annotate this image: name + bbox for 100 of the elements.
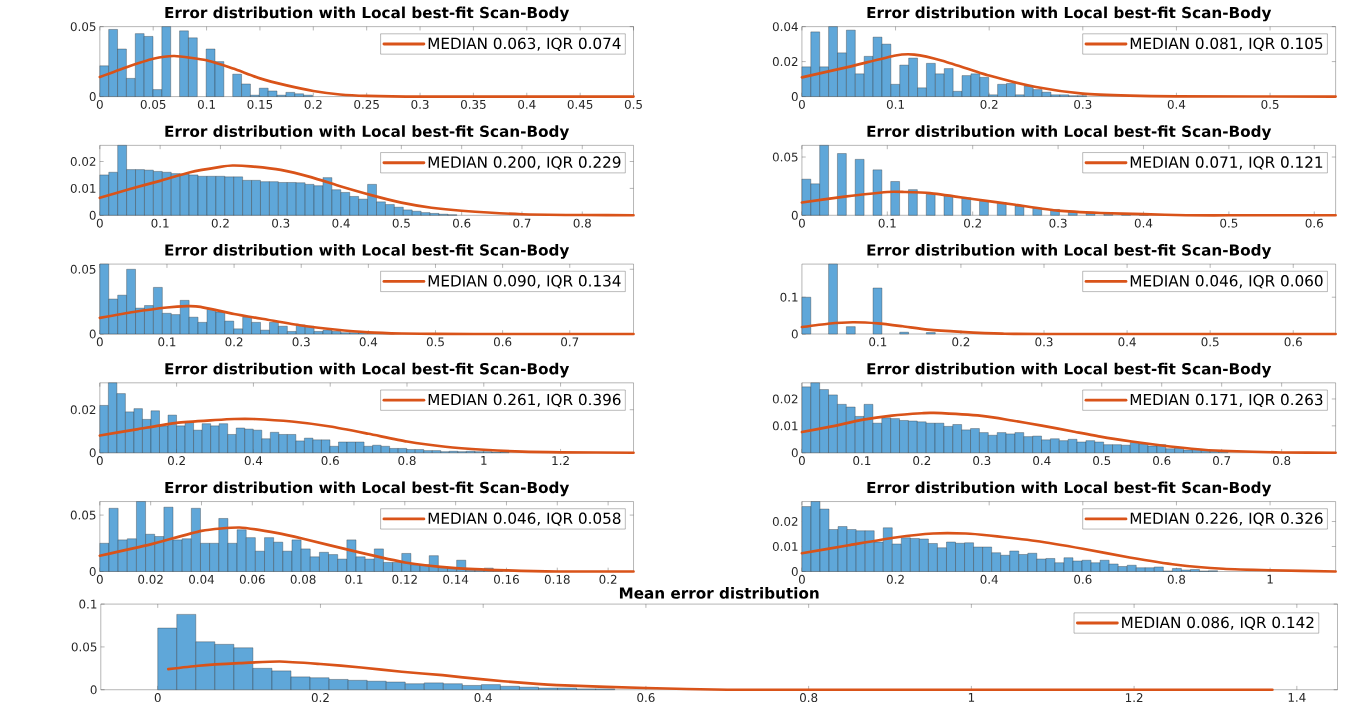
x-tick-label: 1.2 (1125, 693, 1143, 703)
legend-label: MEDIAN 0.261, IQR 0.396 (428, 393, 621, 408)
y-tick-label: 0.1 (780, 292, 798, 302)
x-tick-label: 0.2 (311, 693, 329, 703)
x-tick-label: 0.4 (359, 337, 378, 347)
x-tick-label: 0.6 (1305, 218, 1323, 228)
x-tick-label: 0.1 (345, 574, 363, 584)
y-tick-label: 0.05 (70, 510, 96, 520)
x-tick-label: 0.15 (247, 100, 273, 110)
y-tick-label: 0 (791, 567, 798, 577)
chart-title: Error distribution with Local best-fit Scan-Body (165, 6, 570, 22)
y-tick-label: 0.02 (70, 157, 96, 167)
x-tick-label: 1.4 (1288, 693, 1306, 702)
x-tick-label: 0.25 (354, 100, 379, 110)
x-tick-label: 0.3 (292, 337, 310, 347)
x-tick-label: 0.2 (304, 100, 322, 110)
legend-label: MEDIAN 0.081, IQR 0.105 (1130, 37, 1323, 52)
x-tick-label: 0.4 (1134, 218, 1153, 228)
x-tick-label: 0.5 (1201, 337, 1219, 347)
y-tick-label: 0 (89, 210, 96, 220)
y-tick-label: 0 (90, 685, 97, 695)
chart-title: Error distribution with Local best-fit Scan-Body (165, 244, 570, 259)
x-tick-label: 0.6 (453, 218, 471, 228)
x-tick-label: 0.8 (1167, 575, 1186, 584)
chart-title: Error distribution with Local best-fit Scan-Body (165, 481, 570, 497)
x-tick-label: 0.2 (913, 456, 931, 466)
x-tick-label: 0.4 (980, 575, 998, 584)
x-tick-label: 0.5 (1261, 100, 1279, 110)
x-tick-label: 0.1 (869, 337, 887, 347)
x-tick-label: 0.8 (1272, 456, 1291, 466)
x-tick-label: 0.6 (1153, 456, 1171, 466)
chart-title: Error distribution with Local best-fit Scan-Body (867, 6, 1272, 22)
x-tick-label: 0.2 (964, 218, 981, 228)
x-tick-label: 0.4 (1167, 100, 1186, 110)
x-tick-label: 0.4 (474, 693, 492, 703)
y-tick-label: 0 (89, 448, 96, 458)
x-tick-label: 0.6 (637, 693, 655, 703)
chart-title: Error distribution with Local best-fit Scan-Body (867, 362, 1272, 378)
x-tick-label: 0.1 (853, 456, 871, 466)
x-tick-label: 0.4 (244, 456, 263, 466)
x-tick-label: 0.6 (1284, 337, 1302, 347)
x-tick-label: 1.2 (552, 456, 569, 466)
legend-label: MEDIAN 0.063, IQR 0.074 (428, 37, 621, 52)
x-tick-label: 0.6 (493, 337, 512, 347)
x-tick-label: 0.3 (1049, 218, 1067, 228)
x-tick-label: 0 (798, 575, 805, 584)
x-tick-label: 0.2 (599, 574, 617, 584)
x-tick-label: 0.5 (1093, 456, 1111, 466)
x-tick-label: 0.4 (1033, 456, 1051, 466)
x-tick-label: 0 (798, 218, 805, 228)
y-tick-label: 0.01 (772, 542, 798, 552)
chart-title: Error distribution with Local best-fit Scan-Body (867, 244, 1272, 259)
y-tick-label: 0.01 (70, 184, 96, 194)
x-tick-label: 0.8 (799, 693, 818, 703)
y-tick-label: 0 (791, 210, 798, 220)
x-tick-label: 0 (154, 693, 161, 703)
y-tick-label: 0.02 (772, 57, 798, 67)
y-tick-label: 0.05 (71, 642, 97, 652)
x-tick-label: 0.08 (290, 574, 316, 584)
y-tick-label: 0.04 (772, 22, 798, 32)
x-tick-label: 0.4 (1118, 337, 1136, 347)
x-tick-label: 0.12 (392, 574, 417, 584)
x-tick-label: 0.02 (138, 574, 163, 584)
x-tick-label: 0.8 (398, 456, 416, 466)
legend-label: MEDIAN 0.171, IQR 0.263 (1130, 393, 1323, 408)
x-tick-label: 0.3 (1074, 100, 1092, 110)
x-tick-label: 0.7 (561, 337, 579, 347)
x-tick-label: 1 (968, 693, 975, 702)
x-tick-label: 0.2 (886, 575, 904, 584)
y-tick-label: 0.02 (772, 517, 798, 527)
y-tick-label: 0.1 (79, 599, 97, 609)
chart-title: Error distribution with Local best-fit Scan-Body (867, 125, 1272, 141)
x-tick-label: 0.6 (321, 456, 339, 466)
y-tick-label: 0 (791, 92, 798, 102)
x-tick-label: 0.2 (952, 337, 970, 347)
chart-title: Error distribution with Local best-fit Scan-Body (165, 362, 570, 378)
x-tick-label: 0.35 (460, 100, 486, 110)
y-tick-label: 0 (89, 92, 96, 102)
x-tick-label: 1 (481, 456, 487, 465)
chart-title: Mean error distribution (619, 587, 819, 599)
x-tick-label: 0.16 (494, 574, 519, 584)
x-tick-label: 0.7 (513, 218, 531, 228)
x-tick-label: 0.2 (167, 456, 185, 466)
x-tick-label: 0.06 (239, 574, 265, 584)
y-tick-label: 0 (89, 329, 96, 339)
legend-label: MEDIAN 0.086, IQR 0.142 (1122, 616, 1314, 631)
x-tick-label: 0.5 (392, 218, 410, 228)
x-tick-label: 0.1 (886, 100, 904, 110)
legend-label: MEDIAN 0.226, IQR 0.326 (1130, 512, 1323, 526)
x-tick-label: 0.45 (567, 100, 593, 110)
x-tick-label: 0.3 (973, 456, 991, 466)
y-tick-label: 0 (791, 329, 798, 339)
y-tick-label: 0.01 (772, 421, 798, 431)
chart-title: Error distribution with Local best-fit Scan-Body (867, 481, 1272, 497)
x-tick-label: 0 (798, 456, 805, 466)
legend-label: MEDIAN 0.046, IQR 0.060 (1130, 275, 1323, 289)
legend-label: MEDIAN 0.200, IQR 0.229 (428, 156, 621, 170)
x-tick-label: 0.3 (411, 100, 429, 110)
x-tick-label: 0.05 (140, 100, 166, 110)
x-tick-label: 0.2 (980, 100, 998, 110)
